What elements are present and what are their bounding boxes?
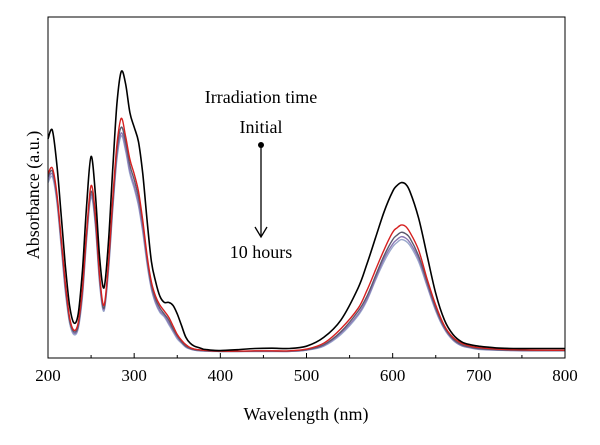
x-tick-label-600: 600 [380, 366, 406, 385]
series-line-1 [47, 70, 565, 352]
x-tick-label-400: 400 [208, 366, 234, 385]
arrow-head-icon [254, 226, 268, 239]
x-tick-label-300: 300 [121, 366, 147, 385]
annotation-end-label: 10 hours [230, 242, 293, 262]
series-line-3 [47, 126, 565, 353]
series-line-4 [47, 132, 565, 353]
x-axis-ticks: 200 300 400 500 600 700 800 [35, 353, 578, 385]
x-tick-label-700: 700 [466, 366, 492, 385]
x-tick-label-200: 200 [35, 366, 61, 385]
annotation-title: Irradiation time [205, 87, 317, 107]
x-tick-label-500: 500 [294, 366, 320, 385]
x-axis-title: Wavelength (nm) [243, 404, 368, 425]
plot-frame [47, 16, 566, 359]
series-layer [47, 70, 566, 353]
series-line-2 [47, 117, 566, 352]
series-line-5 [47, 135, 565, 353]
x-tick-label-800: 800 [552, 366, 578, 385]
y-axis-title: Absorbance (a.u.) [23, 131, 44, 259]
annotation-start-label: Initial [240, 117, 283, 137]
